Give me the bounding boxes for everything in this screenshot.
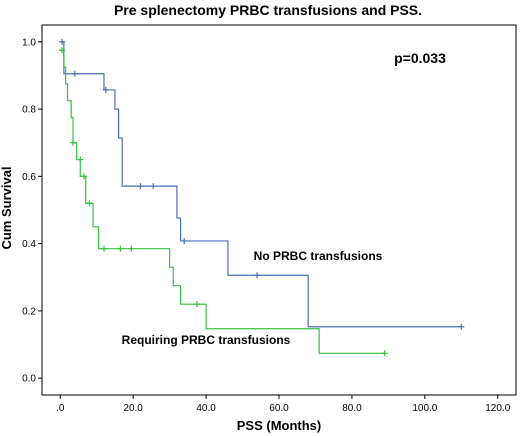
y-tick-label: 0.6 <box>22 172 36 183</box>
p-value-annotation: p=0.033 <box>394 50 446 66</box>
x-tick-label: 40.0 <box>196 403 216 414</box>
y-axis: 0.0 0.2 0.4 0.6 0.8 1.0 <box>22 37 42 385</box>
x-axis: .0 20.0 40.0 60.0 80.0 100.0 120.0 <box>56 395 511 414</box>
censor-mark <box>77 156 84 163</box>
chart-title: Pre splenectomy PRBC transfusions and PS… <box>114 2 422 18</box>
censor-mark <box>128 245 135 252</box>
x-tick-label: 60.0 <box>269 403 289 414</box>
x-tick-label: 120.0 <box>485 403 510 414</box>
censor-mark <box>117 245 124 252</box>
series-0 <box>59 38 465 330</box>
censor-mark <box>59 38 66 45</box>
survival-curve <box>60 41 462 328</box>
y-tick-label: 0.8 <box>22 105 36 116</box>
x-tick-label: 80.0 <box>342 403 362 414</box>
censor-mark <box>137 183 144 190</box>
series-label-no-prbc: No PRBC transfusions <box>254 249 383 263</box>
censor-mark <box>100 245 107 252</box>
series-layer <box>59 38 465 357</box>
y-tick-label: 0.2 <box>22 306 36 317</box>
censor-mark <box>458 323 465 330</box>
censor-mark <box>150 183 157 190</box>
series-label-requiring-prbc: Requiring PRBC transfusions <box>122 333 291 347</box>
series-1 <box>59 47 388 357</box>
x-tick-label: 100.0 <box>412 403 437 414</box>
survival-curve <box>60 49 385 354</box>
censor-mark <box>193 301 200 308</box>
censor-mark <box>254 272 261 279</box>
censor-mark <box>80 173 87 180</box>
censor-mark <box>69 139 76 146</box>
y-tick-label: 0.4 <box>22 239 36 250</box>
y-axis-label: Cum Survival <box>0 166 14 249</box>
censor-mark <box>86 200 93 207</box>
y-tick-label: 1.0 <box>22 37 36 48</box>
censor-mark <box>181 237 188 244</box>
censor-mark <box>381 350 388 357</box>
x-tick-label: 20.0 <box>123 403 143 414</box>
censor-mark <box>71 70 78 77</box>
x-tick-label: .0 <box>56 403 65 414</box>
censor-mark <box>59 47 66 54</box>
censor-mark <box>102 86 109 93</box>
y-tick-label: 0.0 <box>22 374 36 385</box>
x-axis-label: PSS (Months) <box>237 418 322 433</box>
